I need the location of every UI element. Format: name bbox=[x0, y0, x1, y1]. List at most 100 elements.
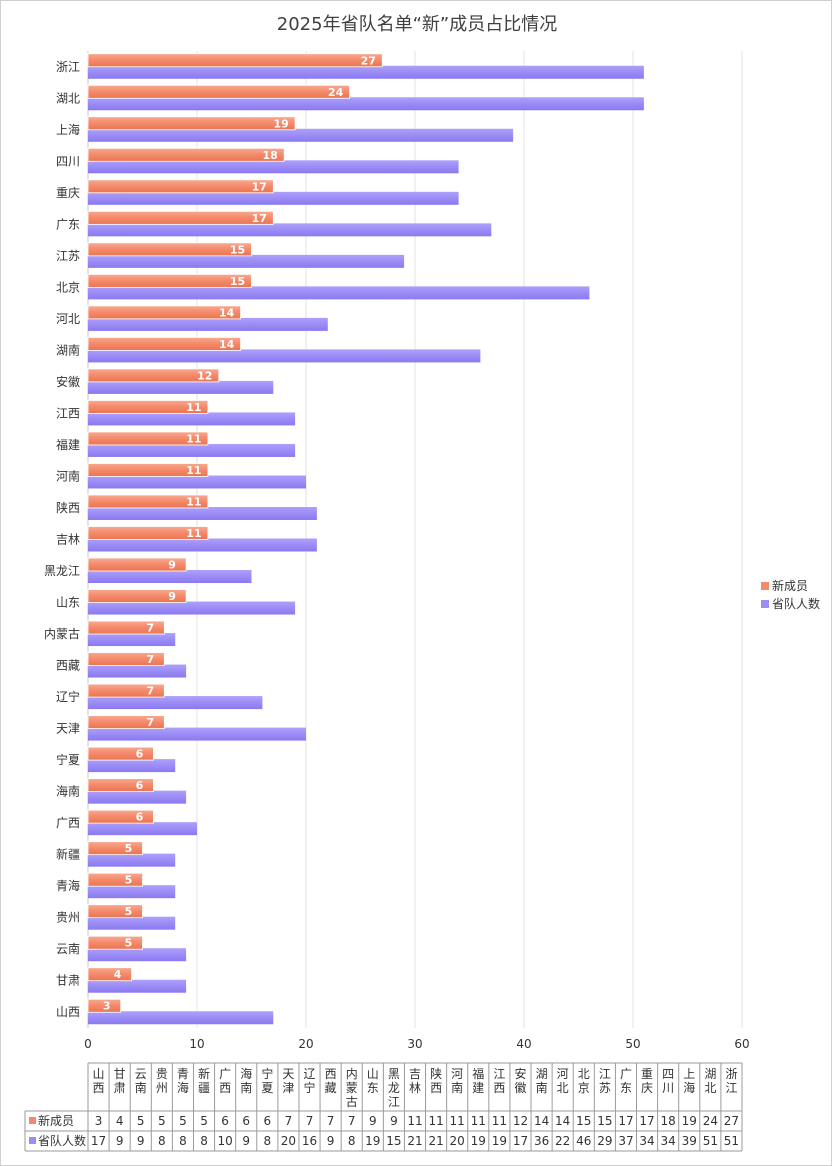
data-label-new-北京: 15 bbox=[230, 275, 245, 288]
bar-new-江西 bbox=[87, 400, 209, 414]
table-header-新疆: 新 bbox=[198, 1066, 210, 1081]
table-row-label-1: 省队人数 bbox=[38, 1133, 86, 1148]
table-cell-total-四川: 34 bbox=[661, 1134, 676, 1148]
table-row-swatch-1 bbox=[29, 1137, 36, 1144]
bar-total-重庆 bbox=[88, 191, 459, 205]
category-label-广东: 广东 bbox=[56, 217, 80, 231]
table-cell-total-西藏: 9 bbox=[327, 1134, 335, 1148]
table-header-广西: 广 bbox=[219, 1067, 231, 1081]
table-header-云南: 云 bbox=[135, 1067, 147, 1081]
data-table: 山西317甘肃49云南59贵州58青海58新疆58广西610海南69宁夏68天津… bbox=[24, 1062, 743, 1152]
bar-new-广西 bbox=[87, 809, 154, 824]
table-cell-new-海南: 6 bbox=[242, 1114, 250, 1128]
data-label-new-吉林: 11 bbox=[186, 527, 201, 540]
category-label-河北: 河北 bbox=[56, 312, 80, 326]
table-cell-new-贵州: 5 bbox=[158, 1114, 166, 1128]
table-cell-new-辽宁: 7 bbox=[306, 1114, 314, 1128]
bar-new-海南 bbox=[87, 778, 154, 793]
table-cell-total-甘肃: 9 bbox=[116, 1134, 124, 1148]
table-cell-new-内蒙古: 7 bbox=[348, 1114, 356, 1128]
table-header-福建: 建 bbox=[472, 1081, 484, 1095]
category-label-新疆: 新疆 bbox=[56, 847, 80, 862]
table-header-福建: 福 bbox=[472, 1066, 484, 1081]
bar-new-宁夏 bbox=[87, 746, 154, 761]
table-cell-total-新疆: 8 bbox=[200, 1134, 208, 1148]
data-label-new-广东: 17 bbox=[252, 212, 267, 225]
x-tick-20: 20 bbox=[298, 1037, 313, 1051]
table-cell-total-浙江: 51 bbox=[724, 1134, 739, 1148]
table-cell-total-福建: 19 bbox=[471, 1134, 486, 1148]
table-header-内蒙古: 蒙 bbox=[346, 1081, 358, 1095]
legend-label-1: 省队人数 bbox=[772, 596, 820, 611]
bar-new-北京 bbox=[87, 273, 252, 288]
table-cell-new-天津: 7 bbox=[285, 1114, 293, 1128]
bar-new-青海 bbox=[87, 872, 143, 887]
table-cell-new-黑龙江: 9 bbox=[390, 1114, 398, 1128]
table-header-黑龙江: 龙 bbox=[388, 1081, 400, 1095]
bar-total-黑龙江 bbox=[88, 570, 252, 584]
table-header-湖北: 湖 bbox=[704, 1066, 716, 1081]
bar-new-江苏 bbox=[87, 242, 252, 257]
table-header-内蒙古: 内 bbox=[346, 1067, 358, 1081]
category-label-海南: 海南 bbox=[56, 784, 80, 799]
category-label-广西: 广西 bbox=[56, 816, 80, 830]
table-cell-new-宁夏: 6 bbox=[264, 1114, 272, 1128]
bar-total-江西 bbox=[88, 412, 296, 426]
table-cell-total-宁夏: 8 bbox=[264, 1134, 272, 1148]
data-label-new-四川: 18 bbox=[263, 149, 278, 162]
table-header-新疆: 疆 bbox=[198, 1081, 210, 1095]
table-cell-total-上海: 39 bbox=[682, 1134, 697, 1148]
bar-new-黑龙江 bbox=[87, 557, 187, 572]
table-cell-total-河南: 20 bbox=[450, 1134, 465, 1148]
bar-total-山东 bbox=[88, 601, 296, 615]
bar-new-山东 bbox=[87, 589, 187, 603]
table-cell-new-福建: 11 bbox=[471, 1114, 486, 1128]
table-cell-new-浙江: 27 bbox=[724, 1114, 739, 1128]
legend-label-0: 新成员 bbox=[772, 578, 808, 593]
bar-new-贵州 bbox=[87, 904, 143, 919]
x-tick-60: 60 bbox=[734, 1037, 749, 1051]
bar-new-吉林 bbox=[87, 526, 209, 540]
category-label-北京: 北京 bbox=[56, 280, 80, 294]
table-header-天津: 津 bbox=[282, 1081, 294, 1095]
data-label-new-湖南: 14 bbox=[219, 338, 235, 351]
category-label-安徽: 安徽 bbox=[56, 374, 80, 389]
bar-new-陕西 bbox=[87, 494, 209, 509]
bar-total-内蒙古 bbox=[88, 633, 176, 647]
x-tick-10: 10 bbox=[189, 1037, 204, 1051]
bars-layer: 3 4 5 5 5 5 6 6 6 7 7 7 7 9 9 11 11 11 11 11 12 14 14 15 15 17 17 1… bbox=[87, 53, 644, 1025]
category-label-黑龙江: 黑龙江 bbox=[44, 564, 80, 578]
table-cell-total-湖北: 51 bbox=[703, 1134, 718, 1148]
category-label-山西: 山西 bbox=[56, 1005, 80, 1019]
table-cell-total-广东: 37 bbox=[618, 1134, 633, 1148]
category-label-江西: 江西 bbox=[56, 406, 80, 420]
table-header-湖南: 南 bbox=[536, 1080, 548, 1095]
table-cell-total-北京: 46 bbox=[576, 1134, 591, 1148]
category-label-青海: 青海 bbox=[56, 878, 80, 893]
category-label-辽宁: 辽宁 bbox=[56, 689, 80, 704]
table-header-辽宁: 辽 bbox=[304, 1067, 316, 1081]
category-label-西藏: 西藏 bbox=[56, 659, 80, 673]
data-label-new-江苏: 15 bbox=[230, 243, 245, 256]
table-header-云南: 南 bbox=[135, 1080, 147, 1095]
bar-total-贵州 bbox=[88, 916, 176, 930]
data-label-new-河北: 14 bbox=[219, 306, 235, 319]
table-cell-new-江西: 11 bbox=[492, 1114, 507, 1128]
table-header-上海: 上 bbox=[683, 1067, 695, 1081]
bar-new-上海 bbox=[87, 116, 296, 131]
table-header-北京: 北 bbox=[578, 1067, 590, 1081]
table-cell-new-新疆: 5 bbox=[200, 1114, 208, 1128]
table-header-江苏: 苏 bbox=[599, 1081, 611, 1095]
table-cell-new-吉林: 11 bbox=[407, 1114, 422, 1128]
bar-total-新疆 bbox=[88, 853, 176, 867]
table-cell-new-山西: 3 bbox=[95, 1114, 103, 1128]
table-cell-total-陕西: 21 bbox=[428, 1134, 443, 1148]
data-label-new-陕西: 11 bbox=[186, 495, 201, 508]
table-header-内蒙古: 古 bbox=[346, 1094, 358, 1109]
bar-total-云南 bbox=[88, 948, 187, 962]
category-label-湖北: 湖北 bbox=[56, 90, 80, 105]
bar-new-湖南 bbox=[87, 337, 242, 351]
data-label-new-福建: 11 bbox=[186, 432, 201, 445]
bar-total-宁夏 bbox=[88, 759, 176, 773]
